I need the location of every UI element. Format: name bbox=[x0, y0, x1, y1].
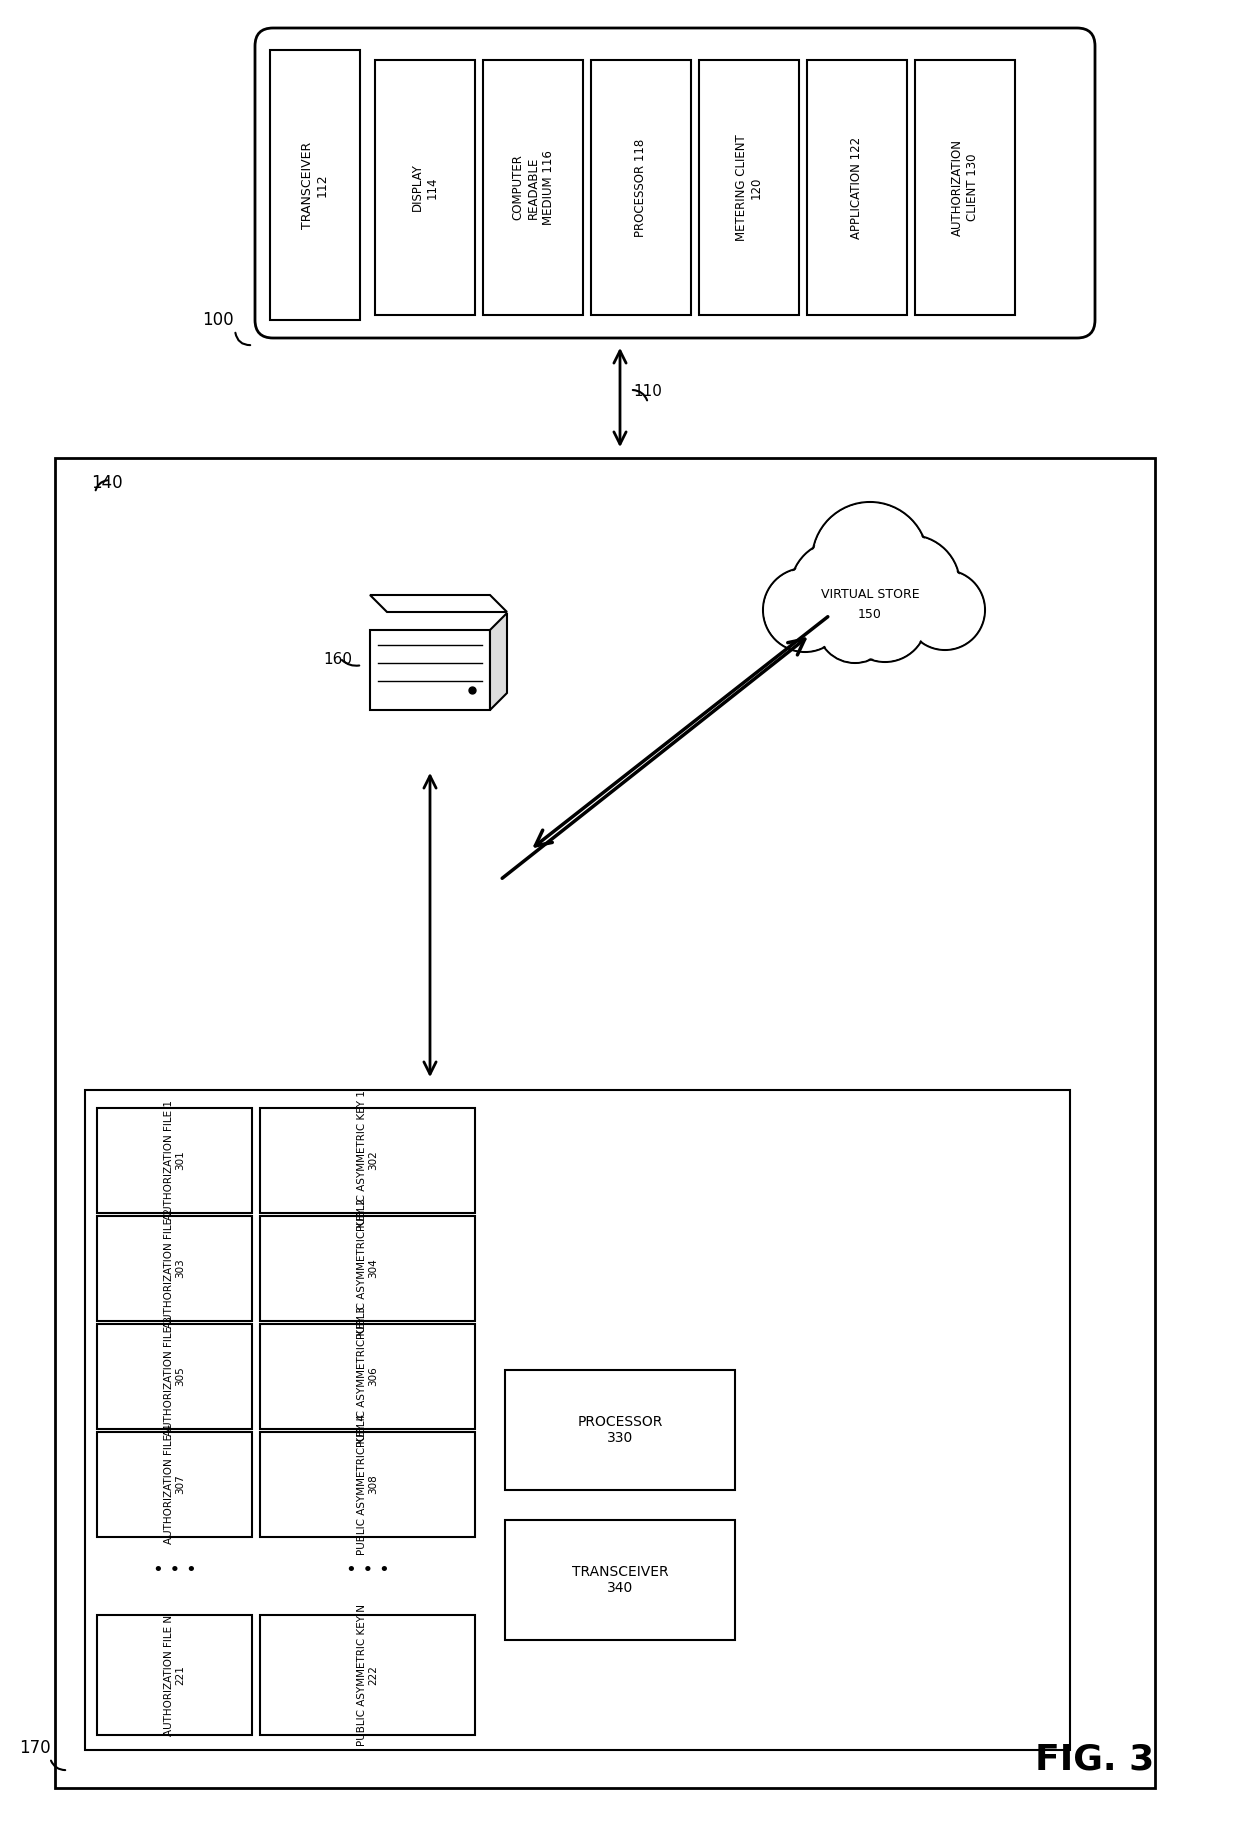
Bar bbox=[484, 61, 583, 314]
Bar bbox=[505, 1519, 735, 1640]
Text: TRANSCEIVER
112: TRANSCEIVER 112 bbox=[301, 141, 329, 228]
Text: PROCESSOR 118: PROCESSOR 118 bbox=[635, 138, 647, 237]
Text: AUTHORIZATION FILE 2
303: AUTHORIZATION FILE 2 303 bbox=[164, 1209, 185, 1328]
Bar bbox=[591, 61, 691, 314]
Text: AUTHORIZATION
CLIENT 130: AUTHORIZATION CLIENT 130 bbox=[951, 140, 980, 235]
Circle shape bbox=[763, 568, 847, 652]
Bar bbox=[270, 50, 360, 320]
Bar bbox=[260, 1108, 475, 1212]
Bar bbox=[55, 457, 1154, 1787]
Bar bbox=[97, 1324, 252, 1429]
Circle shape bbox=[812, 502, 928, 617]
Circle shape bbox=[861, 535, 960, 636]
Text: AUTHORIZATION FILE 1
301: AUTHORIZATION FILE 1 301 bbox=[164, 1100, 185, 1220]
Bar bbox=[97, 1108, 252, 1212]
Text: METERING CLIENT
120: METERING CLIENT 120 bbox=[735, 134, 763, 241]
Text: 100: 100 bbox=[202, 310, 234, 329]
Text: FIG. 3: FIG. 3 bbox=[1035, 1743, 1154, 1776]
Circle shape bbox=[818, 590, 892, 661]
Text: AUTHORIZATION FILE 4
307: AUTHORIZATION FILE 4 307 bbox=[164, 1424, 185, 1545]
Text: PUBLIC ASYMMETRIC KEY 1
302: PUBLIC ASYMMETRIC KEY 1 302 bbox=[357, 1089, 378, 1231]
Text: 170: 170 bbox=[19, 1740, 51, 1756]
Text: 160: 160 bbox=[324, 652, 352, 667]
Circle shape bbox=[765, 569, 844, 650]
Text: VIRTUAL STORE: VIRTUAL STORE bbox=[821, 588, 919, 601]
Text: • • •: • • • bbox=[346, 1561, 389, 1580]
Text: 140: 140 bbox=[92, 474, 123, 492]
Bar bbox=[260, 1615, 475, 1734]
Circle shape bbox=[843, 579, 928, 661]
Circle shape bbox=[905, 569, 985, 650]
FancyBboxPatch shape bbox=[255, 28, 1095, 338]
Bar bbox=[505, 1370, 735, 1490]
Bar bbox=[260, 1216, 475, 1321]
Circle shape bbox=[817, 588, 893, 663]
Text: APPLICATION 122: APPLICATION 122 bbox=[851, 136, 863, 239]
Bar bbox=[260, 1433, 475, 1538]
Circle shape bbox=[862, 536, 959, 634]
Bar bbox=[260, 1324, 475, 1429]
Bar bbox=[915, 61, 1016, 314]
Polygon shape bbox=[490, 614, 507, 709]
Text: COMPUTER
READABLE
MEDIUM 116: COMPUTER READABLE MEDIUM 116 bbox=[511, 151, 554, 224]
Text: PROCESSOR
330: PROCESSOR 330 bbox=[578, 1414, 662, 1446]
Text: 150: 150 bbox=[858, 608, 882, 621]
Text: AUTHORIZATION FILE 3
305: AUTHORIZATION FILE 3 305 bbox=[164, 1317, 185, 1437]
Circle shape bbox=[844, 580, 925, 659]
Bar bbox=[807, 61, 906, 314]
Text: PUBLIC ASYMMETRIC KEY 2
304: PUBLIC ASYMMETRIC KEY 2 304 bbox=[357, 1198, 378, 1339]
Text: 110: 110 bbox=[634, 384, 662, 399]
Bar bbox=[86, 1089, 1070, 1751]
Text: DISPLAY
114: DISPLAY 114 bbox=[410, 163, 439, 211]
Text: TRANSCEIVER
340: TRANSCEIVER 340 bbox=[572, 1565, 668, 1595]
Circle shape bbox=[790, 540, 890, 639]
Circle shape bbox=[792, 542, 888, 637]
Bar bbox=[97, 1615, 252, 1734]
Bar bbox=[97, 1216, 252, 1321]
Bar bbox=[374, 61, 475, 314]
Text: PUBLIC ASYMMETRIC KEY 4
308: PUBLIC ASYMMETRIC KEY 4 308 bbox=[357, 1414, 378, 1554]
Text: PUBLIC ASYMMETRIC KEY 3
306: PUBLIC ASYMMETRIC KEY 3 306 bbox=[357, 1306, 378, 1448]
Text: PUBLIC ASYMMETRIC KEY N
222: PUBLIC ASYMMETRIC KEY N 222 bbox=[357, 1604, 378, 1745]
Circle shape bbox=[906, 571, 983, 648]
Bar bbox=[699, 61, 799, 314]
Polygon shape bbox=[370, 630, 490, 709]
Polygon shape bbox=[370, 595, 507, 612]
Text: AUTHORIZATION FILE N
221: AUTHORIZATION FILE N 221 bbox=[164, 1615, 185, 1736]
Text: • • •: • • • bbox=[153, 1561, 196, 1580]
Circle shape bbox=[813, 503, 926, 615]
Bar bbox=[97, 1433, 252, 1538]
